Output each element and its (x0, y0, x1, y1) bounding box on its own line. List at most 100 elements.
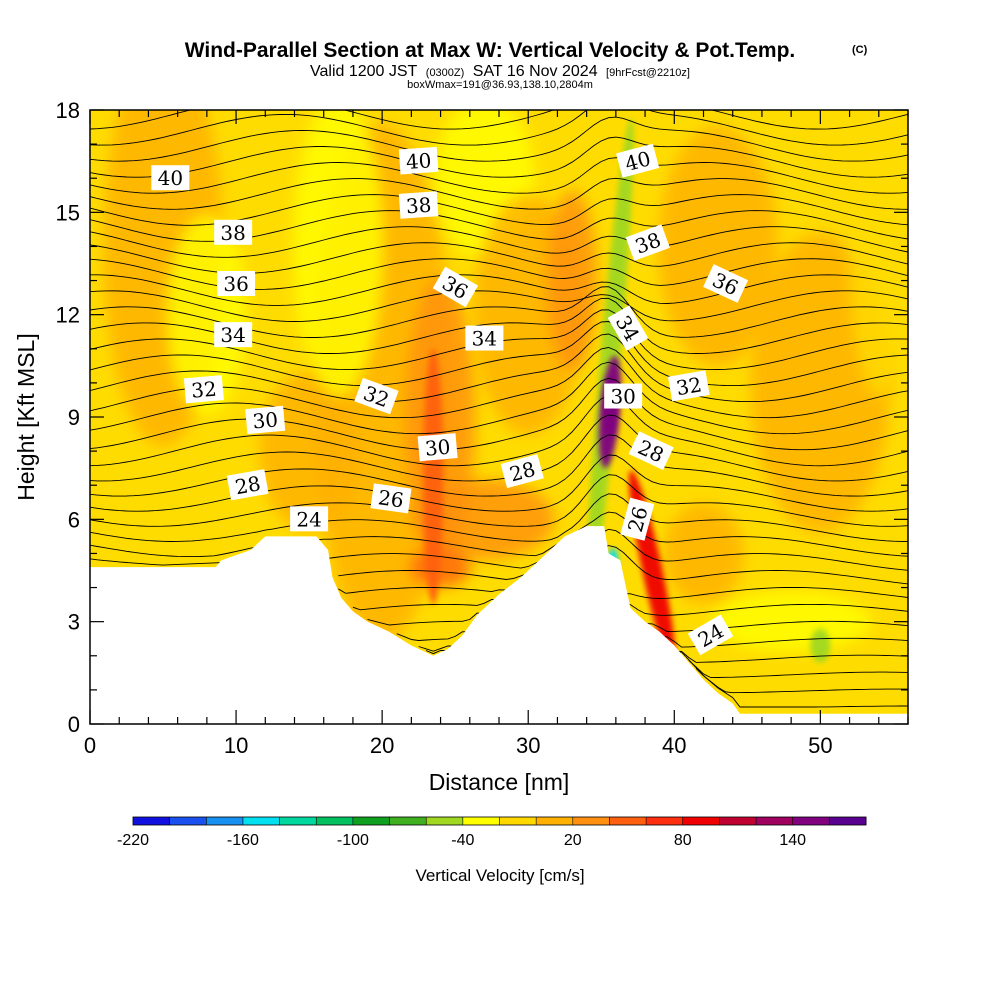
valid-date: SAT 16 Nov 2024 (473, 63, 598, 80)
theta-label-bg (417, 433, 458, 462)
y-tick-label: 3 (68, 610, 80, 635)
theta-label-bg (183, 375, 224, 404)
theta-label-4: 38 (398, 191, 439, 219)
velocity-blob-8 (547, 190, 598, 371)
theta-label-22: 26 (370, 483, 412, 514)
theta-contour-3 (418, 645, 908, 663)
theta-label-12: 32 (183, 375, 224, 404)
valid-utc: (0300Z) (426, 67, 465, 79)
x-tick-label: 20 (370, 733, 394, 758)
x-tick-label: 40 (662, 733, 686, 758)
theta-contour-10 (90, 511, 908, 558)
theta-contour-11 (90, 493, 908, 542)
theta-contour-33 (90, 157, 908, 194)
valid-time-line: Valid 1200 JST (0300Z) SAT 16 Nov 2024 [… (310, 63, 690, 80)
theta-label-bg (500, 454, 544, 489)
theta-label-bg (607, 305, 649, 351)
theta-label-bg (667, 370, 710, 402)
theta-label-bg (151, 165, 190, 191)
theta-contour-32 (90, 177, 908, 210)
x-tick-label: 50 (808, 733, 832, 758)
velocity-blob-5 (293, 110, 384, 397)
theta-label-3: 38 (214, 219, 253, 245)
theta-label-10: 34 (465, 325, 504, 351)
colorbar-label: 140 (779, 832, 806, 849)
theta-label-6: 36 (217, 270, 256, 296)
velocity-blob-15 (663, 503, 744, 604)
theta-label-9: 34 (214, 322, 253, 348)
theta-contour-17 (90, 377, 908, 451)
x-axis: 0 10 20 30 40 50 (84, 110, 909, 758)
velocity-blob-13 (848, 110, 908, 397)
colorbar-segment-13 (609, 817, 647, 825)
theta-label-text: 34 (472, 327, 497, 351)
velocity-blob-16 (90, 489, 184, 550)
theta-contour-15 (90, 414, 908, 482)
theta-label-17: 30 (604, 383, 643, 409)
colorbar-segment-4 (279, 817, 317, 825)
theta-label-bg (432, 266, 479, 308)
theta-contour-20 (90, 333, 908, 403)
theta-contour-29 (90, 226, 908, 258)
colorbar-label: -160 (227, 832, 259, 849)
theta-label-19: 28 (226, 469, 269, 501)
y-tick-label: 18 (56, 98, 80, 123)
theta-label-bg (217, 270, 256, 296)
y-tick-label: 12 (56, 303, 80, 328)
theta-label-text: 38 (220, 221, 245, 245)
colorbar-segment-0 (133, 817, 171, 825)
theta-label-text: 40 (158, 166, 183, 190)
velocity-blob-14 (711, 591, 872, 652)
velocity-band-4 (810, 628, 831, 663)
valid-prefix: Valid 1200 JST (310, 63, 418, 80)
colorbar-segment-9 (462, 817, 500, 825)
theta-label-text: 32 (674, 372, 703, 400)
theta-contour-8 (338, 545, 908, 585)
colorbar-segment-12 (572, 817, 610, 825)
theta-label-bg (628, 431, 674, 471)
box-info: boxWmax=191@36.93,138.10,2804m (407, 79, 593, 91)
theta-label-text: 26 (377, 485, 406, 512)
theta-label-bg (290, 506, 329, 532)
y-axis-title: Height [Kft MSL] (13, 333, 39, 500)
theta-contour-21 (90, 321, 908, 387)
colorbar-segment-11 (536, 817, 574, 825)
colorbar-segment-2 (206, 817, 244, 825)
forecast-info: [9hrFcst@2210z] (606, 67, 690, 79)
theta-label-bg (398, 146, 439, 175)
theta-contour-13 (90, 454, 908, 512)
theta-label-text: 30 (252, 407, 279, 433)
theta-contour-35 (90, 116, 908, 162)
theta-label-text: 30 (610, 385, 635, 409)
theta-label-text: 40 (405, 148, 432, 174)
theta-label-bg (214, 219, 253, 245)
theta-contour-36 (90, 110, 908, 146)
colorbar-labels: -220 -160 -100 -40 20 80 140 (117, 832, 806, 849)
colorbar-label: -100 (337, 832, 369, 849)
chart-title: Wind-Parallel Section at Max W: Vertical… (185, 39, 796, 62)
y-tick-label: 0 (68, 712, 80, 737)
x-tick-label: 0 (84, 733, 96, 758)
theta-label-1: 40 (398, 146, 439, 175)
theta-label-text: 38 (405, 193, 432, 219)
theta-label-16: 30 (417, 433, 458, 462)
theta-label-25: 24 (687, 614, 734, 656)
velocity-blob-11 (658, 126, 779, 367)
colorbar-segment-18 (792, 817, 830, 825)
colorbar-segment-15 (682, 817, 720, 825)
colorbar-segment-6 (352, 817, 391, 825)
colorbar-segment-17 (756, 817, 794, 825)
theta-label-text: 36 (223, 272, 248, 296)
theta-contour-34 (90, 136, 908, 178)
theta-label-bg (620, 497, 655, 541)
colorbar-segment-14 (646, 817, 684, 825)
x-tick-label: 30 (516, 733, 540, 758)
theta-contour-37 (90, 110, 908, 130)
theta-label-20: 28 (500, 454, 544, 489)
theta-label-bg (687, 614, 734, 656)
theta-label-text: 28 (233, 471, 262, 499)
